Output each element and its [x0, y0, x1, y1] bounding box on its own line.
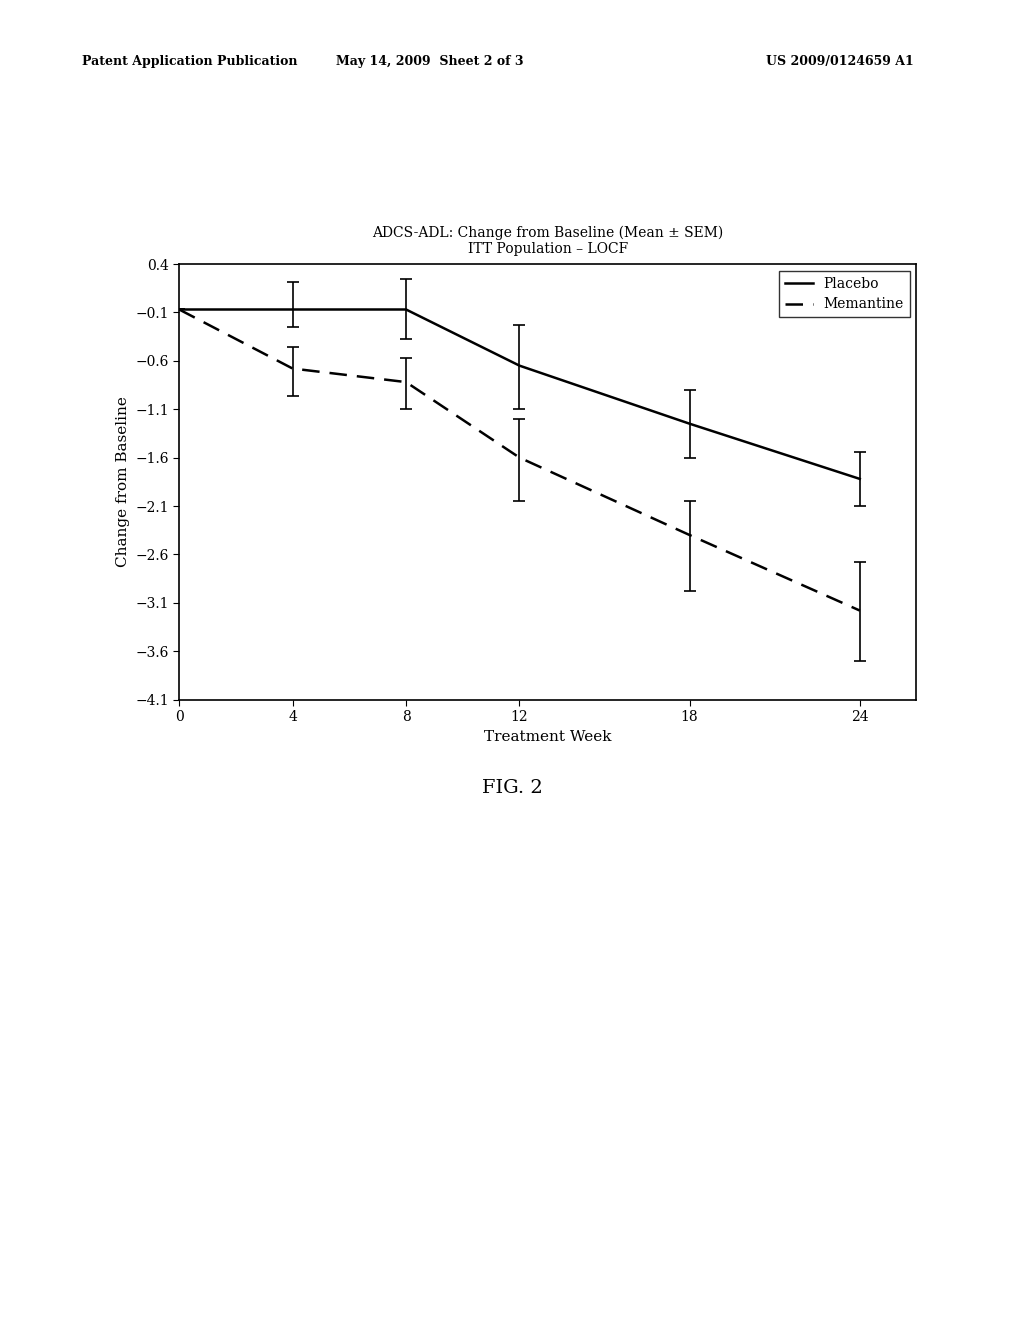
Text: US 2009/0124659 A1: US 2009/0124659 A1 [766, 55, 913, 69]
Text: FIG. 2: FIG. 2 [481, 779, 543, 797]
Y-axis label: Change from Baseline: Change from Baseline [116, 396, 130, 568]
Title: ADCS-ADL: Change from Baseline (Mean ± SEM)
ITT Population – LOCF: ADCS-ADL: Change from Baseline (Mean ± S… [372, 226, 724, 256]
X-axis label: Treatment Week: Treatment Week [484, 730, 611, 743]
Text: Patent Application Publication: Patent Application Publication [82, 55, 297, 69]
Legend: Placebo, Memantine: Placebo, Memantine [779, 271, 909, 317]
Text: May 14, 2009  Sheet 2 of 3: May 14, 2009 Sheet 2 of 3 [336, 55, 524, 69]
